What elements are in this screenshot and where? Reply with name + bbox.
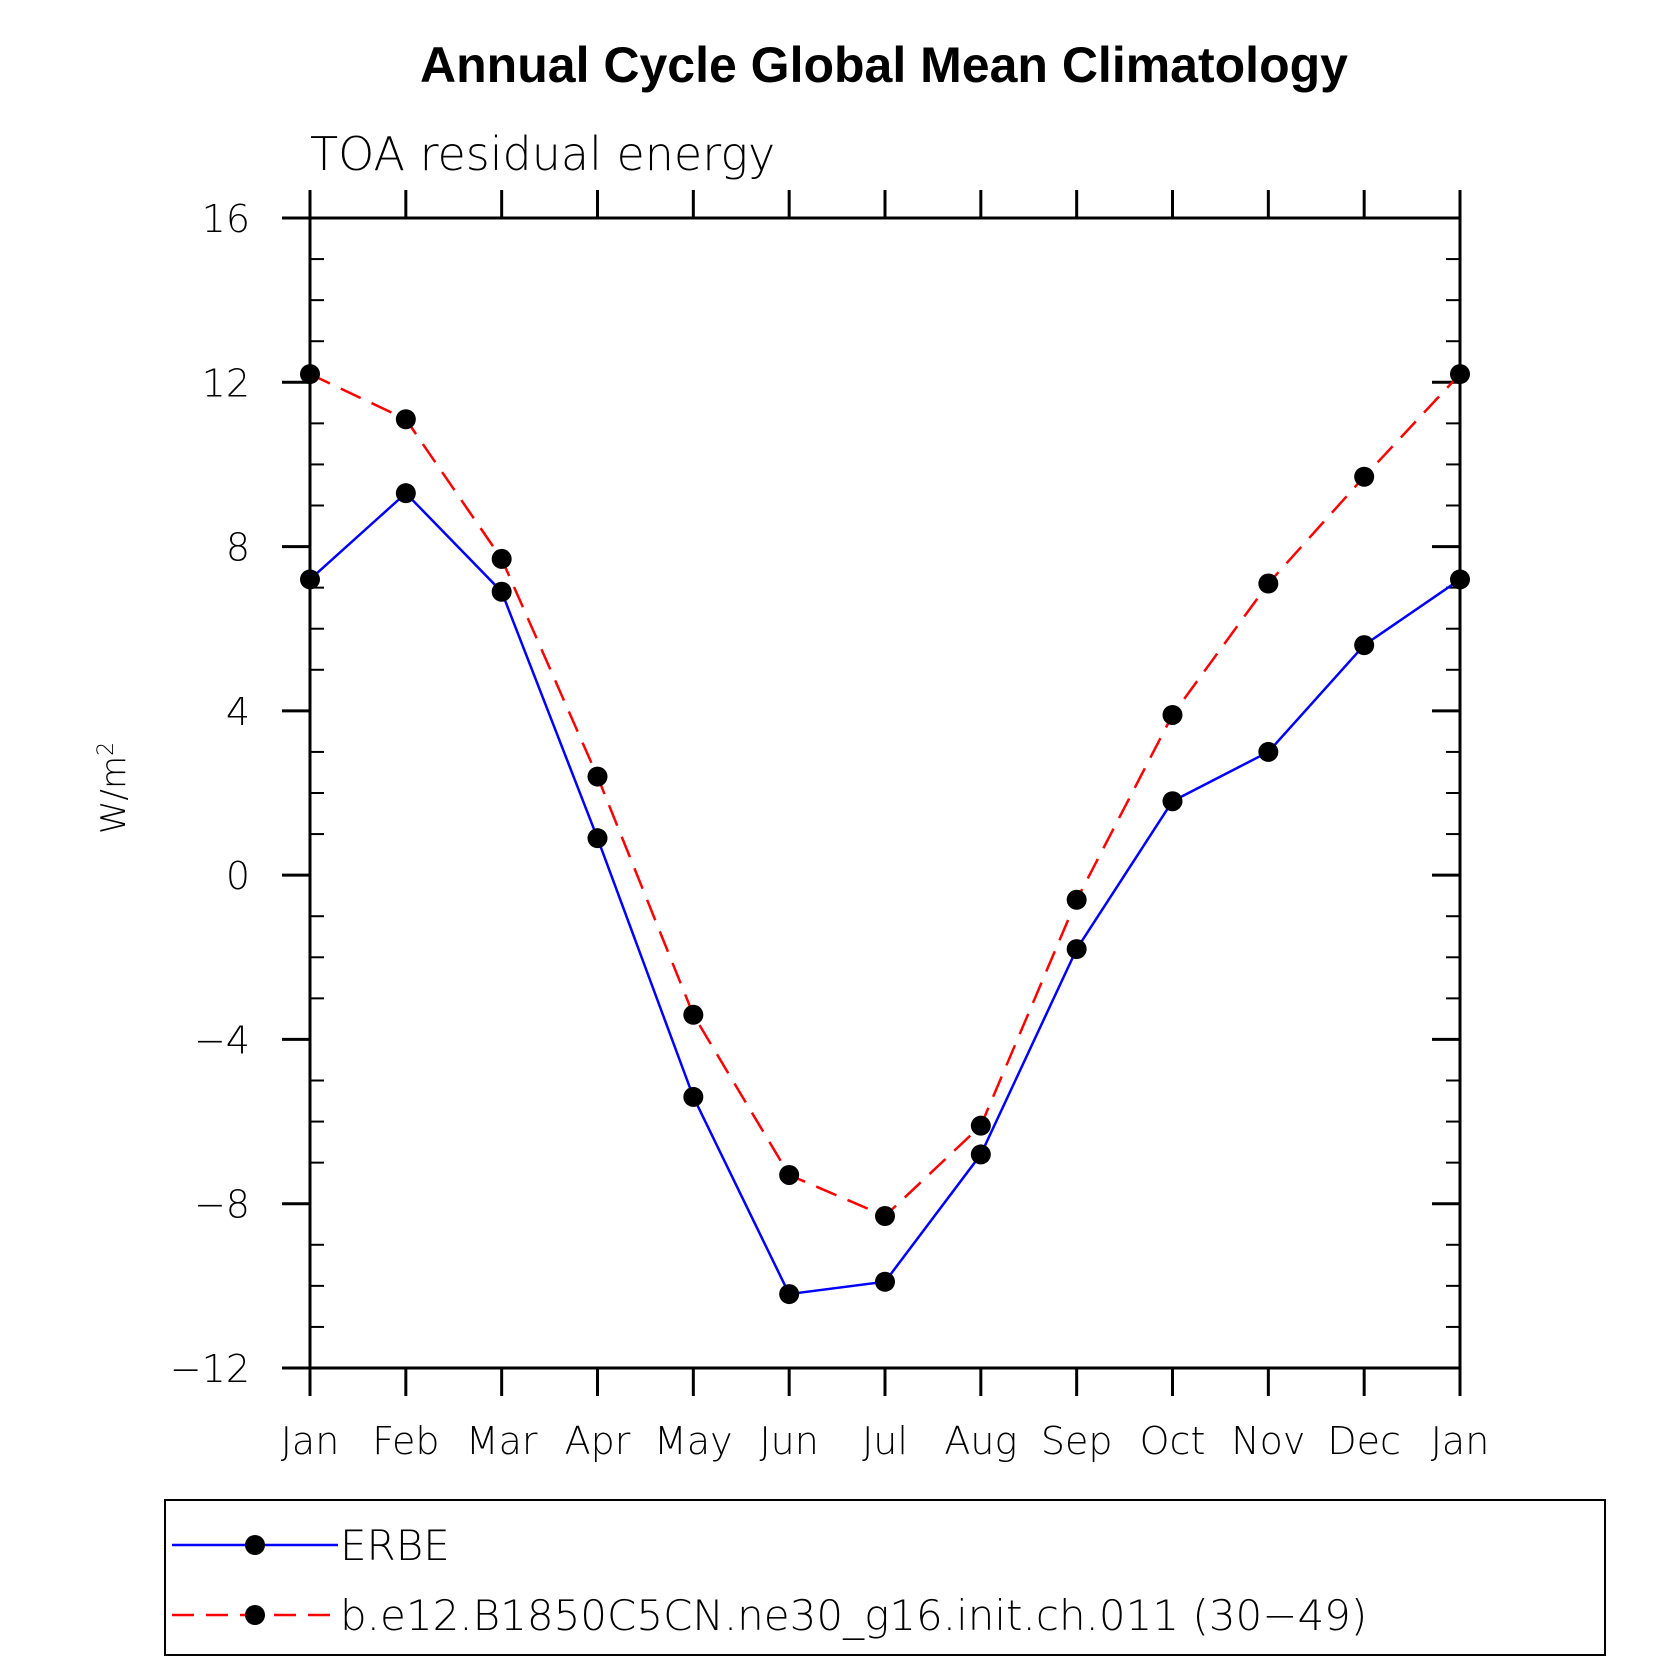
y-tick-label: 12	[202, 361, 250, 405]
x-tick-label: Apr	[565, 1419, 631, 1463]
y-tick-label: 4	[226, 690, 250, 734]
x-tick-label: Jan	[281, 1419, 340, 1463]
y-tick-labels: −12 −8 −4 0 4 8 12 16	[170, 197, 250, 1391]
chart-title: Annual Cycle Global Mean Climatology	[420, 37, 1348, 93]
y-tick-label: 16	[202, 197, 250, 241]
y-tick-label: −4	[194, 1018, 250, 1062]
x-tick-label: Mar	[466, 1419, 538, 1463]
series-lines	[309, 372, 1461, 1296]
data-point	[970, 1115, 991, 1136]
y-axis-label: W/m2	[94, 742, 135, 834]
legend-label-2: b.e12.B1850C5CN.ne30_g16.init.ch.011 (30…	[340, 1591, 1367, 1640]
chart-subtitle: TOA residual energy	[310, 127, 775, 181]
legend-box	[164, 1499, 1606, 1656]
legend: ERBE b.e12.B1850C5CN.ne30_g16.init.ch.011…	[172, 1521, 1367, 1640]
data-point	[1162, 791, 1183, 812]
legend-marker-2	[245, 1605, 265, 1625]
data-point	[300, 364, 320, 385]
data-point	[1258, 573, 1279, 594]
x-tick-label: Nov	[1231, 1419, 1305, 1463]
data-point	[1162, 704, 1183, 725]
series-markers	[300, 364, 1470, 1305]
y-tick-label: −12	[170, 1347, 250, 1391]
y-tick-label: −8	[194, 1183, 250, 1227]
data-point	[875, 1271, 895, 1292]
x-tick-label: Jan	[1431, 1419, 1490, 1463]
data-point	[779, 1284, 800, 1305]
x-tick-label: Jul	[862, 1419, 908, 1463]
x-tick-labels: Jan Feb Mar Apr May Jun Jul Aug Sep Oct Nov Dec Jan	[281, 1419, 1490, 1463]
data-point	[300, 569, 320, 590]
axis-ticks	[282, 190, 1462, 1396]
data-point	[1354, 635, 1375, 656]
x-tick-label: Oct	[1140, 1419, 1206, 1463]
data-point	[395, 483, 416, 504]
data-point	[1066, 889, 1087, 910]
data-point	[970, 1144, 991, 1165]
series-line-1	[309, 491, 1461, 1296]
legend-marker-1	[245, 1535, 265, 1555]
data-point	[1450, 569, 1470, 590]
data-point	[683, 1086, 704, 1107]
data-point	[1354, 466, 1375, 487]
data-point	[1258, 741, 1279, 762]
data-point	[587, 828, 608, 849]
x-tick-label: Sep	[1041, 1419, 1113, 1463]
data-point	[1450, 364, 1470, 385]
data-point	[779, 1164, 800, 1185]
x-tick-label: Jun	[759, 1419, 818, 1463]
legend-label-1: ERBE	[340, 1521, 450, 1570]
x-tick-label: May	[654, 1419, 733, 1463]
data-point	[875, 1206, 895, 1227]
plot-frame	[308, 216, 1462, 1370]
data-point	[491, 548, 512, 569]
data-point	[587, 766, 608, 787]
series-line-2	[309, 372, 1461, 1218]
data-point	[395, 409, 416, 430]
y-axis-label-exponent: 2	[94, 742, 119, 756]
x-tick-label: Dec	[1327, 1419, 1401, 1463]
data-point	[683, 1004, 704, 1025]
y-tick-label: 0	[226, 854, 250, 898]
data-point	[491, 581, 512, 602]
x-tick-label: Feb	[372, 1419, 439, 1463]
data-point	[1066, 939, 1087, 960]
y-tick-label: 8	[226, 526, 250, 570]
y-axis-label-unit: W/m	[94, 756, 134, 834]
x-tick-label: Aug	[944, 1419, 1017, 1463]
